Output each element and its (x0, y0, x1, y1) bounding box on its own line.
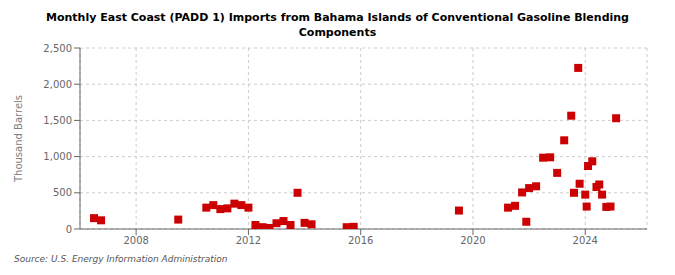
svg-text:2024: 2024 (573, 235, 598, 246)
svg-text:Thousand Barrels: Thousand Barrels (13, 95, 24, 183)
svg-text:2008: 2008 (123, 235, 148, 246)
svg-text:2,000: 2,000 (43, 79, 72, 90)
svg-text:1,500: 1,500 (43, 115, 72, 126)
svg-text:2020: 2020 (460, 235, 485, 246)
svg-text:500: 500 (53, 187, 72, 198)
svg-text:0: 0 (66, 224, 72, 235)
html-text:Source: U.S. Energy Informatio: Source: U.S. Energy Information Administ… (14, 254, 228, 264)
svg-text:2016: 2016 (348, 235, 373, 246)
svg-text:2,500: 2,500 (43, 43, 72, 54)
svg-text:2012: 2012 (236, 235, 261, 246)
html-text:Monthly East Coast (PADD 1) Im: Monthly East Coast (PADD 1) Imports from… (46, 11, 629, 39)
svg-text:1,000: 1,000 (43, 151, 72, 162)
